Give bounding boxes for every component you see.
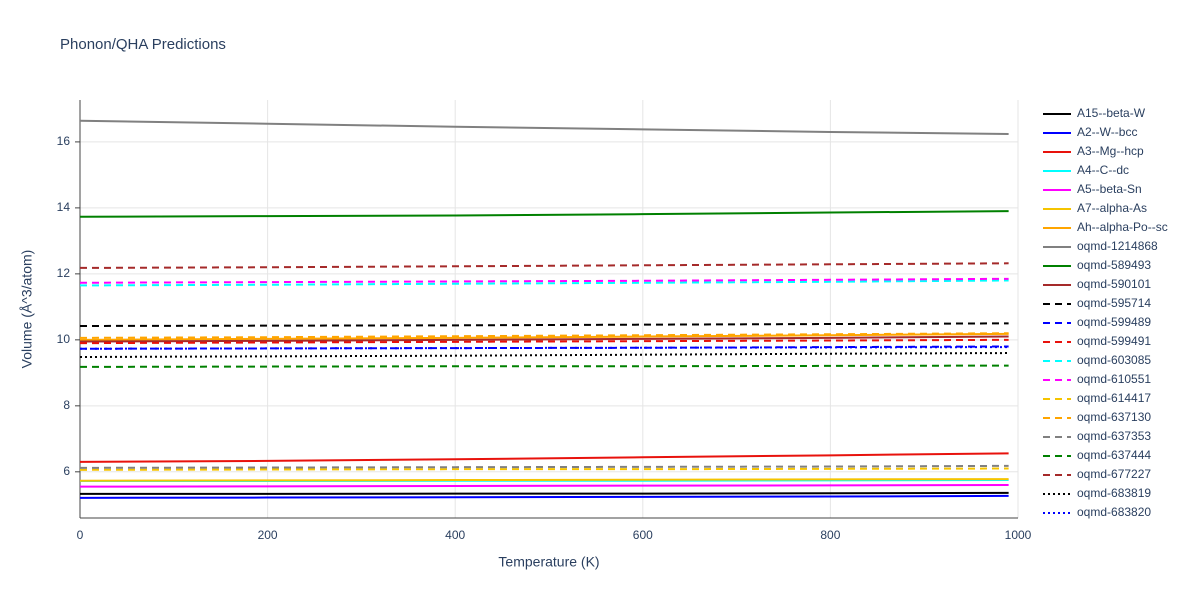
y-tick-label: 8 [63,398,70,412]
legend-label: oqmd-637130 [1077,410,1151,424]
legend-label: A5--beta-Sn [1077,182,1142,196]
x-axis-title: Temperature (K) [498,554,599,570]
line-series [79,494,1009,499]
line-series [79,484,1009,488]
line-series [79,210,1009,218]
legend-label: oqmd-637353 [1077,429,1151,443]
x-tick-label: 200 [258,528,278,542]
line-series [79,478,1009,482]
legend-label: oqmd-599491 [1077,334,1151,348]
legend-label: oqmd-683819 [1077,486,1151,500]
y-tick-label: 10 [57,332,71,346]
legend-label: oqmd-603085 [1077,353,1151,367]
legend-label: oqmd-614417 [1077,391,1151,405]
legend-label: A3--Mg--hcp [1077,144,1144,158]
line-series [79,279,1009,287]
line-series [79,464,1009,469]
y-tick-label: 16 [57,134,71,148]
legend-label: oqmd-1214868 [1077,239,1158,253]
y-tick-label: 14 [57,200,71,214]
legend-label: oqmd-677227 [1077,467,1151,481]
x-tick-label: 0 [77,528,84,542]
y-axis-title: Volume (Å^3/atom) [19,250,35,369]
line-series [79,467,1009,471]
line-series [79,452,1009,463]
legend-label: A15--beta-W [1077,106,1146,120]
chart-title: Phonon/QHA Predictions [60,36,226,53]
legend-label: oqmd-637444 [1077,448,1151,462]
line-series [79,262,1009,269]
line-series [79,346,1009,350]
line-series [79,338,1009,345]
x-tick-label: 1000 [1005,528,1032,542]
line-series [79,119,1009,135]
line-series [80,491,1009,495]
line-series [79,352,1009,359]
legend-label: A4--C--dc [1077,163,1129,177]
legend-label: A7--alpha-As [1077,201,1147,215]
line-series [79,335,1009,343]
legend-label: oqmd-590101 [1077,277,1151,291]
line-series [79,277,1009,284]
legend-label: A2--W--bcc [1077,125,1137,139]
x-tick-label: 400 [445,528,465,542]
legend-label: oqmd-683820 [1077,505,1151,519]
x-tick-label: 600 [633,528,653,542]
line-series [79,332,1009,339]
y-tick-label: 6 [63,464,70,478]
y-tick-label: 12 [57,266,71,280]
legend-label: oqmd-599489 [1077,315,1151,329]
x-tick-label: 800 [820,528,840,542]
line-series [79,364,1009,368]
legend-label: oqmd-589493 [1077,258,1151,272]
legend-label: oqmd-610551 [1077,372,1151,386]
line-series [79,322,1009,327]
legend-label: oqmd-595714 [1077,296,1151,310]
legend-label: Ah--alpha-Po--sc [1077,220,1168,234]
